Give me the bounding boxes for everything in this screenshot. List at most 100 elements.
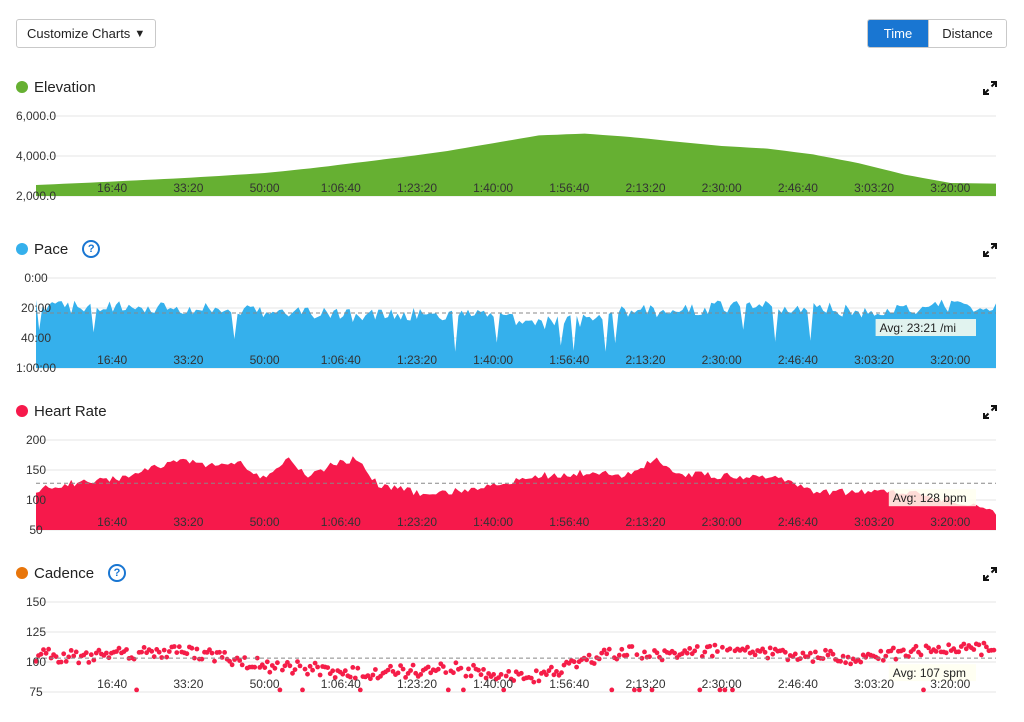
- x-tick-label: 16:40: [97, 515, 127, 529]
- cadence-point: [302, 666, 308, 672]
- cadence-point: [629, 644, 635, 649]
- cadence-point: [926, 645, 931, 651]
- cadence-point: [531, 679, 537, 685]
- cadence-point: [166, 649, 172, 654]
- heart-rate-legend-dot: [16, 405, 28, 417]
- elevation-chart-title: Elevation: [34, 78, 96, 96]
- y-tick-label: 100: [26, 493, 46, 507]
- cadence-point: [984, 644, 989, 650]
- cadence-point: [451, 670, 456, 676]
- cadence-point: [694, 644, 700, 649]
- cadence-point: [189, 645, 195, 651]
- cadence-point: [717, 687, 723, 693]
- cadence-point: [290, 670, 295, 676]
- x-tick-label: 3:03:20: [854, 677, 894, 691]
- x-tick-label: 1:56:40: [549, 353, 589, 367]
- cadence-point: [692, 648, 698, 654]
- cadence-point: [445, 687, 451, 693]
- cadence-point: [554, 669, 559, 674]
- x-tick-label: 1:56:40: [549, 515, 589, 529]
- elevation-chart: 6,000.0 4,000.0 2,000.0 16:40 33:20 50:00 1:06…: [16, 109, 996, 203]
- cadence-point: [440, 664, 446, 669]
- cadence-point: [194, 646, 200, 652]
- customize-charts-button[interactable]: Customize Charts ▼: [16, 19, 156, 48]
- cadence-point: [684, 650, 690, 656]
- x-tick-label: 1:06:40: [321, 353, 361, 367]
- cadence-point: [139, 649, 145, 655]
- cadence-point: [961, 641, 967, 647]
- elevation-area-series: [36, 133, 996, 196]
- cadence-point: [425, 664, 431, 670]
- cadence-point: [528, 675, 534, 681]
- cadence-chart-title: Cadence: [34, 564, 95, 582]
- x-tick-label: 3:20:00: [930, 677, 970, 691]
- x-tick-label: 2:13:20: [625, 353, 665, 367]
- x-tick-label: 1:06:40: [321, 677, 361, 691]
- x-tick-label: 16:40: [97, 181, 127, 195]
- cadence-point: [46, 646, 51, 652]
- cadence-point: [624, 652, 630, 658]
- cadence-point: [63, 659, 69, 664]
- cadence-point: [61, 651, 67, 657]
- cadence-point: [466, 666, 471, 672]
- cadence-point: [634, 652, 640, 658]
- cadence-point: [883, 653, 889, 659]
- x-tick-label: 50:00: [250, 677, 280, 691]
- cadence-point: [398, 663, 403, 668]
- cadence-point: [476, 667, 481, 673]
- cadence-point: [385, 667, 391, 673]
- pace-legend-dot: [16, 243, 28, 255]
- expand-icon[interactable]: [983, 567, 997, 581]
- caret-down-icon: ▼: [134, 27, 146, 40]
- cadence-point: [312, 660, 318, 666]
- cadence-point: [825, 652, 831, 658]
- x-tick-label: 2:13:20: [625, 677, 665, 691]
- cadence-point: [350, 665, 356, 670]
- cadence-point: [720, 644, 725, 650]
- x-tick-label: 50:00: [250, 515, 280, 529]
- cadence-avg-label-bg: [888, 664, 976, 682]
- y-tick-label: 1:00:00: [16, 361, 56, 375]
- cadence-point: [619, 646, 625, 652]
- pace-help-icon[interactable]: ?: [82, 240, 101, 258]
- cadence-point: [159, 655, 165, 660]
- cadence-point: [571, 659, 577, 665]
- cadence-point: [58, 659, 64, 665]
- cadence-point: [282, 663, 288, 669]
- cadence-point: [297, 663, 303, 669]
- cadence-point: [86, 660, 92, 665]
- cadence-point: [574, 664, 579, 670]
- y-tick-label: 50: [29, 523, 43, 537]
- cadence-point: [192, 655, 197, 661]
- y-tick-label: 20:00: [21, 301, 51, 315]
- time-toggle-button[interactable]: Time: [868, 20, 928, 47]
- cadence-point: [715, 649, 720, 654]
- expand-icon[interactable]: [983, 243, 997, 257]
- y-tick-label: 200: [26, 433, 46, 447]
- cadence-point: [604, 651, 610, 657]
- cadence-point: [672, 650, 677, 656]
- cadence-point: [518, 670, 524, 676]
- cadence-point: [471, 662, 476, 668]
- cadence-help-icon[interactable]: ?: [108, 564, 127, 582]
- cadence-point: [591, 661, 597, 666]
- cadence-point: [156, 649, 162, 655]
- cadence-point: [722, 687, 728, 693]
- cadence-point: [41, 647, 46, 652]
- cadence-point: [410, 662, 416, 668]
- x-tick-label: 1:23:20: [397, 181, 437, 195]
- cadence-point: [632, 687, 637, 693]
- cadence-point: [461, 687, 466, 693]
- pace-avg-label-bg: [875, 319, 976, 337]
- cadence-point: [315, 664, 320, 670]
- cadence-point: [388, 663, 393, 669]
- cadence-point: [549, 664, 554, 670]
- distance-toggle-button[interactable]: Distance: [928, 20, 1006, 47]
- expand-icon[interactable]: [983, 81, 997, 95]
- cadence-point: [971, 647, 977, 652]
- cadence-point: [848, 661, 853, 667]
- cadence-point: [943, 650, 949, 656]
- expand-icon[interactable]: [983, 405, 997, 419]
- cadence-point: [712, 642, 718, 648]
- heart-rate-chart-title: Heart Rate: [34, 402, 107, 420]
